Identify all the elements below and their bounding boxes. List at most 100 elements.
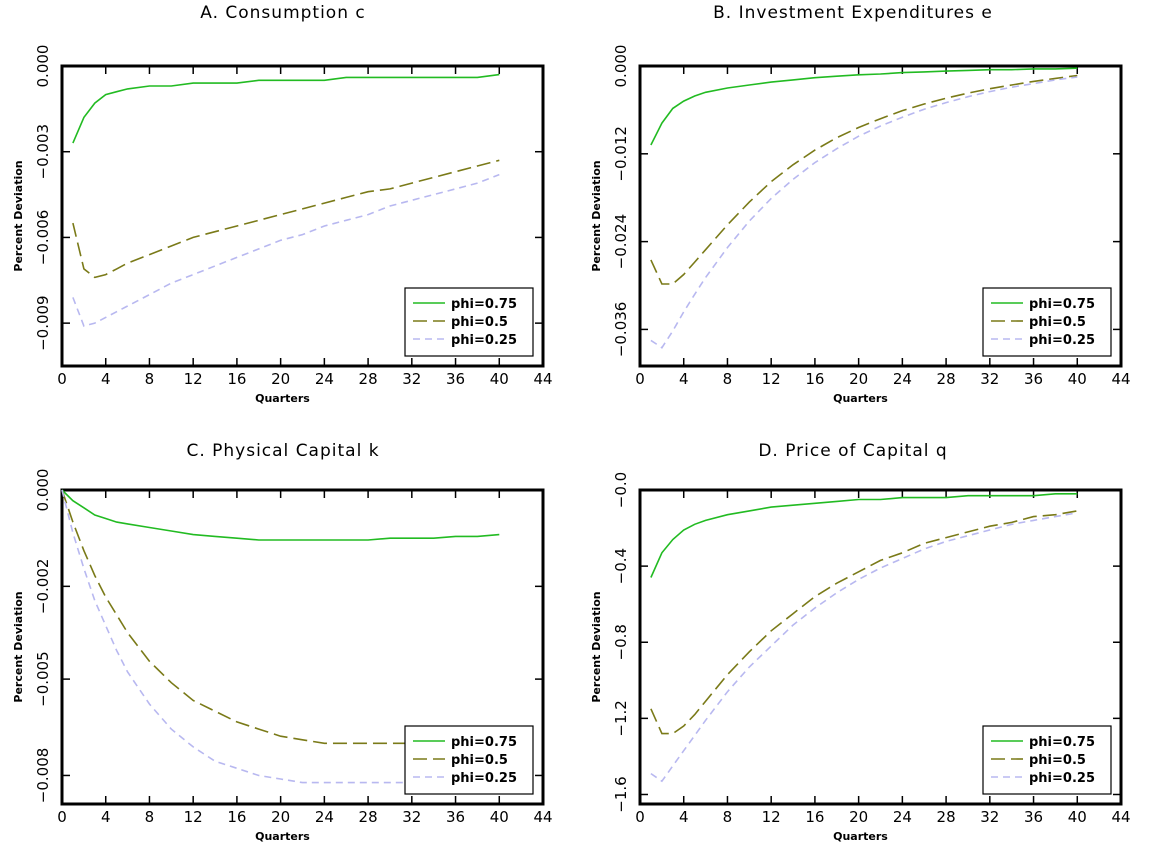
y-axis-label: Percent Deviation (590, 160, 603, 271)
x-tick-label: 12 (762, 370, 781, 388)
plot-frame (60, 488, 545, 806)
series-line-phi=0.75 (650, 492, 1078, 578)
x-tick-label: 8 (723, 370, 733, 388)
y-axis-label: Percent Deviation (12, 160, 25, 271)
x-tick-label: 12 (184, 370, 203, 388)
x-tick-label: 44 (1111, 808, 1130, 826)
x-tick-label: 36 (446, 808, 465, 826)
series-line-phi=0.5 (61, 489, 500, 745)
series-line-phi=0.25 (61, 489, 500, 784)
x-tick-label: 4 (679, 808, 689, 826)
x-tick-label: 16 (227, 370, 246, 388)
legend-box (404, 725, 534, 795)
x-tick-label: 20 (271, 808, 290, 826)
legend: phi=0.75 phi=0.5 phi=0.25 (404, 287, 534, 357)
x-tick-label: 36 (446, 370, 465, 388)
legend: phi=0.75 phi=0.5 phi=0.25 (982, 725, 1112, 795)
x-tick-label: 16 (805, 808, 824, 826)
chart-title: D. Price of Capital q (758, 441, 947, 461)
y-tick-label: −0.008 (34, 748, 52, 804)
y-tick-label: −0.003 (34, 124, 52, 180)
x-tick-label: 36 (1024, 370, 1043, 388)
x-tick-label: 40 (1068, 808, 1087, 826)
x-tick-label: 24 (315, 808, 334, 826)
legend-label: phi=0.5 (1029, 315, 1086, 330)
x-tick-label: 28 (937, 370, 956, 388)
x-tick-label: 12 (762, 808, 781, 826)
x-axis-label: Quarters (255, 392, 310, 405)
series-line-phi=0.75 (72, 73, 500, 144)
series-line-phi=0.75 (650, 67, 1078, 146)
x-tick-label: 8 (723, 808, 733, 826)
y-tick-label: 0.000 (34, 469, 52, 512)
x-tick-label: 0 (635, 808, 645, 826)
x-tick-label: 20 (849, 808, 868, 826)
legend-label: phi=0.75 (451, 735, 517, 750)
chart-panel-2: C. Physical Capital k 0 4 8 12 16 20 24 28 32 36 40… (12, 441, 553, 843)
series-line-phi=0.25 (650, 76, 1078, 349)
chart-panel-0: A. Consumption c 0 4 8 12 16 20 24 28 32 36 40 44 0.0… (12, 3, 553, 405)
x-tick-label: 44 (533, 808, 552, 826)
series-line-phi=0.25 (650, 512, 1078, 783)
series-line-phi=0.25 (72, 173, 500, 327)
x-tick-label: 40 (1068, 370, 1087, 388)
x-axis-label: Quarters (833, 830, 888, 843)
legend-label: phi=0.25 (451, 333, 517, 348)
legend-label: phi=0.25 (1029, 771, 1095, 786)
x-tick-label: 32 (980, 808, 999, 826)
x-tick-label: 40 (490, 370, 509, 388)
y-tick-label: −0.012 (612, 126, 630, 182)
chart-panel-3: D. Price of Capital q 0 4 8 12 16 20 24 28 32 36 40… (590, 441, 1131, 843)
legend-label: phi=0.5 (1029, 753, 1086, 768)
x-tick-label: 44 (1111, 370, 1130, 388)
y-tick-label: −0.006 (34, 210, 52, 266)
x-axis-label: Quarters (255, 830, 310, 843)
x-tick-label: 44 (533, 370, 552, 388)
x-tick-label: 24 (893, 370, 912, 388)
y-tick-label: −1.6 (612, 776, 630, 812)
x-tick-label: 16 (805, 370, 824, 388)
legend-label: phi=0.25 (1029, 333, 1095, 348)
x-tick-label: 0 (635, 370, 645, 388)
legend: phi=0.75 phi=0.5 phi=0.25 (404, 725, 534, 795)
y-tick-label: −0.002 (34, 559, 52, 615)
chart-title: B. Investment Expenditures e (713, 3, 993, 23)
y-axis-label: Percent Deviation (12, 591, 25, 702)
legend-label: phi=0.75 (1029, 297, 1095, 312)
y-tick-label: 0.000 (34, 45, 52, 88)
chart-panel-1: B. Investment Expenditures e 0 4 8 12 16 20 24 2… (590, 3, 1131, 405)
x-tick-label: 20 (271, 370, 290, 388)
legend-box (982, 725, 1112, 795)
y-tick-label: −0.0 (612, 472, 630, 508)
chart-title: C. Physical Capital k (186, 441, 379, 461)
x-tick-label: 16 (227, 808, 246, 826)
x-tick-label: 0 (57, 808, 67, 826)
x-tick-label: 24 (315, 370, 334, 388)
series-line-phi=0.75 (61, 489, 500, 541)
x-tick-label: 8 (145, 370, 155, 388)
y-tick-label: −0.8 (612, 624, 630, 660)
x-tick-label: 28 (359, 370, 378, 388)
plot-frame (60, 64, 545, 368)
x-tick-label: 8 (145, 808, 155, 826)
x-tick-label: 4 (101, 370, 111, 388)
legend-label: phi=0.75 (1029, 735, 1095, 750)
chart-title: A. Consumption c (200, 3, 365, 23)
x-tick-label: 4 (101, 808, 111, 826)
x-tick-label: 4 (679, 370, 689, 388)
plot-frame (638, 64, 1123, 368)
series-line-phi=0.5 (72, 159, 500, 279)
x-tick-label: 32 (402, 370, 421, 388)
x-tick-label: 28 (359, 808, 378, 826)
y-tick-label: −0.005 (34, 651, 52, 707)
series-line-phi=0.5 (650, 510, 1078, 735)
legend: phi=0.75 phi=0.5 phi=0.25 (982, 287, 1112, 357)
x-tick-label: 20 (849, 370, 868, 388)
y-tick-label: −0.036 (612, 302, 630, 358)
x-tick-label: 32 (980, 370, 999, 388)
x-tick-label: 32 (402, 808, 421, 826)
y-tick-label: −0.4 (612, 548, 630, 584)
x-tick-label: 40 (490, 808, 509, 826)
legend-box (404, 287, 534, 357)
